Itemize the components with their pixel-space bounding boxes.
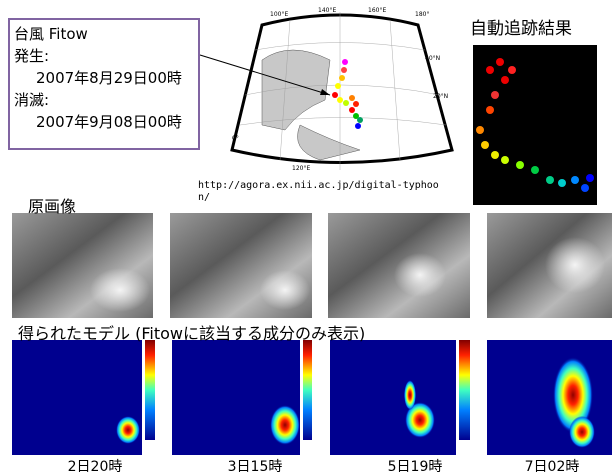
shape [581,184,589,192]
map-label: 120°E [292,165,310,172]
shape [486,106,494,114]
shape [341,67,347,73]
caption: 2日20時 [35,456,155,476]
shape [569,416,595,448]
shape [335,83,341,89]
shape [491,151,499,159]
info-date: 2007年8月29日00時 [14,67,198,89]
shape [531,166,539,174]
shape [545,237,605,293]
shape [486,66,494,74]
shape [501,156,509,164]
shape [481,141,489,149]
shape [349,107,355,113]
shape [546,176,554,184]
tracking-image [473,45,597,205]
caption: 7日02時 [492,456,612,476]
shape [270,405,300,445]
map-label: 180° [415,11,429,18]
shape [342,59,348,65]
shape [343,100,349,106]
shape [496,58,504,66]
model-heatmaps [12,340,612,455]
caption: 5日19時 [355,456,475,476]
shape [404,380,416,410]
shape [116,416,140,444]
shape [459,340,470,440]
shape [571,176,579,184]
shape [491,91,499,99]
map-label: 20°N [433,93,448,100]
page: {"info": {"title": "台風 Fitow", "genesis_… [0,0,612,475]
map-label: 100°E [270,11,288,18]
map-label: 0° [232,135,239,142]
satellite-images [12,213,612,318]
shape [145,340,155,440]
info-label: 発生: [14,45,198,67]
shape [303,340,312,440]
shape [355,123,361,129]
shape [349,95,355,101]
caption: 3日15時 [195,456,315,476]
map-label: 40°N [425,55,440,62]
model-title: 得られたモデル (Fitowに該当する成分のみ表示) [18,320,365,344]
shape [90,268,150,312]
map-label: 140°E [318,7,336,14]
shape [339,75,345,81]
shape [394,253,446,297]
shape [332,92,338,98]
info-label: 消滅: [14,89,198,111]
shape [586,174,594,182]
shape [260,270,310,310]
shape [357,117,363,123]
info-title: 台風 Fitow [14,23,198,45]
shape [501,76,509,84]
shape [558,179,566,187]
shape [353,101,359,107]
shape [516,161,524,169]
shape [476,126,484,134]
original-title: 原画像 [28,193,76,217]
shape [508,66,516,74]
shape [337,97,343,103]
map-label: 160°E [368,7,386,14]
info-box: 台風 Fitow 発生: 2007年8月29日00時 消滅: 2007年9月08… [8,18,200,150]
info-date: 2007年9月08日00時 [14,111,198,133]
tracking-title: 自動追跡結果 [470,14,572,39]
source-url: http://agora.ex.nii.ac.jp/digital-typhoo… [198,180,448,204]
shape [330,340,456,455]
map: 100°E 140°E 160°E 180° 40°N 20°N 0° 120°… [232,7,452,172]
